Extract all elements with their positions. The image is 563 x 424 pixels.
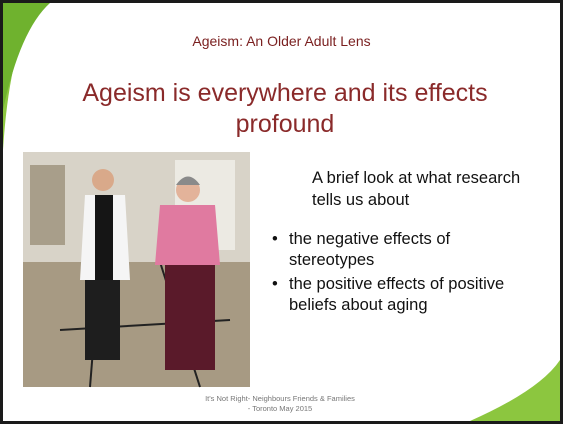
photo: [23, 152, 250, 387]
bullet-item: the positive effects of positive beliefs…: [270, 274, 540, 316]
slide-title: Ageism is everywhere and its effects pro…: [40, 78, 530, 140]
intro-text: A brief look at what research tells us a…: [312, 167, 532, 211]
bullet-item: the negative effects of stereotypes: [270, 229, 540, 271]
slide: Ageism: An Older Adult Lens Ageism is ev…: [0, 0, 563, 424]
slide-background: [0, 0, 563, 424]
footer: It's Not Right- Neighbours Friends & Fam…: [205, 394, 355, 414]
slide-subtitle: Ageism: An Older Adult Lens: [0, 33, 563, 49]
bullet-list: the negative effects of stereotypes the …: [270, 229, 540, 319]
